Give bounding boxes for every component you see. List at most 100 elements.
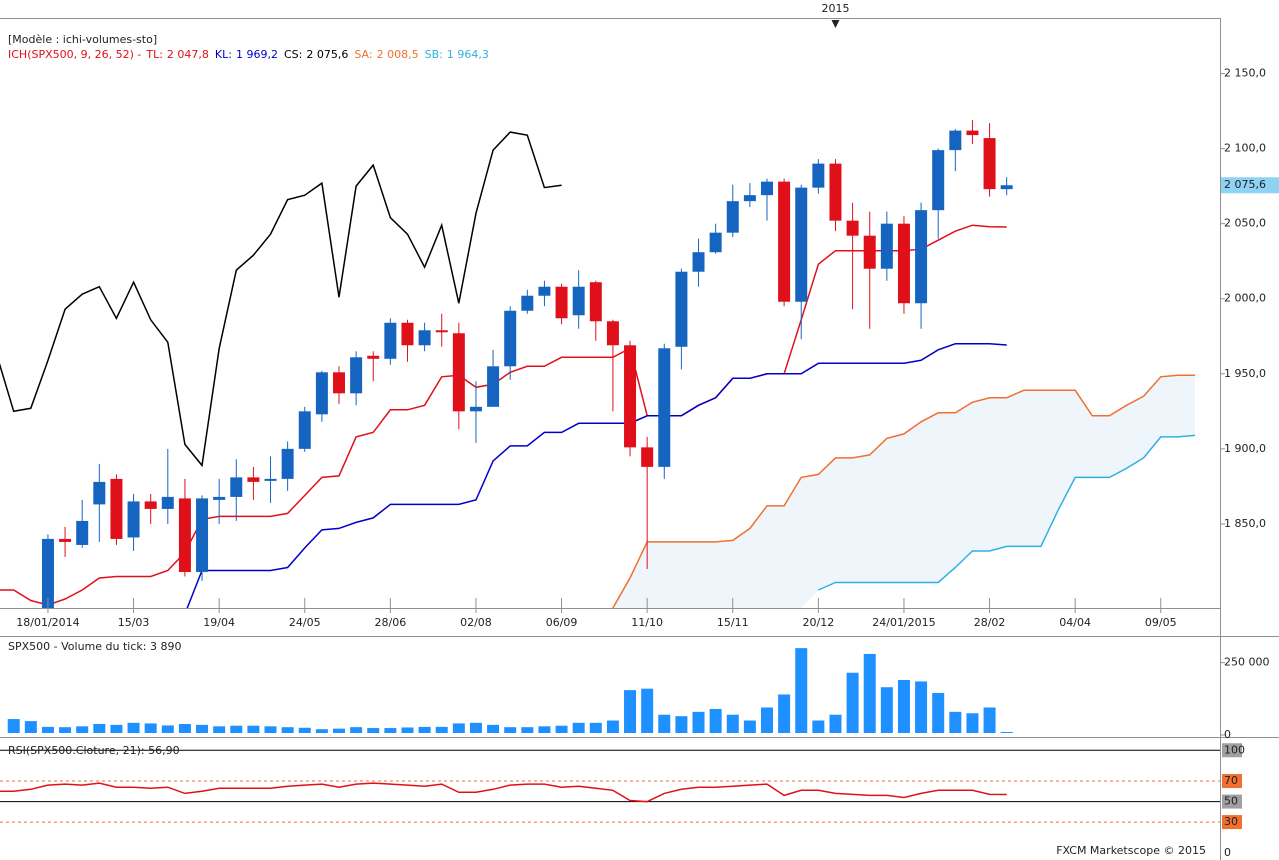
candle-body xyxy=(846,220,859,236)
candle-body xyxy=(778,181,791,302)
candle-body xyxy=(606,321,619,346)
candle-body xyxy=(333,372,345,394)
volume-bar xyxy=(144,723,157,733)
volume-bar xyxy=(401,727,414,733)
y-tick-label: 1 950,0 xyxy=(1224,367,1266,380)
candle-body xyxy=(915,210,928,304)
legend-value: 1 964,3 xyxy=(447,48,489,61)
candle-body xyxy=(555,286,568,319)
candle-body xyxy=(487,366,500,407)
y-tick-label: 1 900,0 xyxy=(1224,442,1266,455)
candle-body xyxy=(538,286,551,296)
candle-body xyxy=(93,481,106,505)
candle-body xyxy=(761,181,773,196)
volume-bar xyxy=(469,722,482,733)
candle-body xyxy=(589,282,602,322)
volume-bar xyxy=(966,713,979,733)
volume-bar xyxy=(452,723,465,733)
legend-title: ICH(SPX500, 9, 26, 52) - xyxy=(8,48,141,61)
cloud-layer xyxy=(612,375,1195,608)
candle-body xyxy=(144,501,157,509)
candle-body xyxy=(298,411,311,449)
candle-body xyxy=(76,520,89,545)
footer: FXCM Marketscope © 2015 xyxy=(1056,844,1206,857)
candle-body xyxy=(435,330,448,333)
legend-name: SB: xyxy=(425,48,443,61)
volume-bar xyxy=(298,727,311,733)
candle-body xyxy=(897,223,910,304)
x-tick-label: 24/01/2015 xyxy=(872,616,935,629)
volume-bar xyxy=(555,725,568,733)
volume-bar xyxy=(367,728,380,733)
level-box xyxy=(1222,815,1242,830)
volume-bar xyxy=(264,726,277,733)
candle-body xyxy=(350,357,363,394)
candle-body xyxy=(230,477,243,497)
volume-layer xyxy=(7,648,1013,733)
x-tick-label: 15/03 xyxy=(118,616,150,629)
candle-body xyxy=(572,286,585,316)
volume-title: SPX500 - Volume du tick: 3 890 xyxy=(8,640,181,653)
volume-bar xyxy=(726,714,739,733)
x-tick-label: 24/05 xyxy=(289,616,321,629)
volume-bar xyxy=(932,693,945,733)
candle-body xyxy=(418,330,431,346)
volume-bar xyxy=(41,726,54,733)
candle-body xyxy=(384,322,397,359)
volume-bar xyxy=(76,726,89,733)
x-tick-label: 18/01/2014 xyxy=(16,616,79,629)
x-tick-label: 11/10 xyxy=(631,616,663,629)
candle-body xyxy=(829,163,842,221)
indicator-line xyxy=(186,343,1007,608)
candle-body xyxy=(880,223,893,269)
volume-bar xyxy=(504,727,517,733)
indicator-line xyxy=(818,434,1196,591)
volume-bar xyxy=(641,688,654,733)
volume-bar xyxy=(846,672,859,733)
last-price-label: 2 075,6 xyxy=(1224,178,1266,191)
candle-body xyxy=(966,130,979,136)
volume-bar xyxy=(709,708,722,733)
volume-bar xyxy=(93,723,106,733)
legend-name: CS: xyxy=(284,48,302,61)
candle-body xyxy=(863,235,876,269)
volume-bar xyxy=(572,722,585,733)
volume-bar xyxy=(863,653,876,733)
volume-bar xyxy=(778,694,791,733)
volume-bar xyxy=(247,725,260,733)
volume-bar xyxy=(230,725,243,733)
volume-bar xyxy=(624,690,637,733)
candle-body xyxy=(59,538,72,542)
y-tick-label: 2 000,0 xyxy=(1224,292,1266,305)
x-tick-label: 28/06 xyxy=(375,616,407,629)
candle-body xyxy=(161,496,174,509)
x-tick-label: 04/04 xyxy=(1059,616,1091,629)
candle-body xyxy=(624,345,637,448)
volume-bar xyxy=(743,720,756,733)
rsi-layer xyxy=(0,749,1220,823)
volume-bar xyxy=(949,711,962,733)
volume-bar xyxy=(538,726,551,733)
last-price-box xyxy=(1221,177,1279,194)
y-tick-label: 100 xyxy=(1224,743,1245,756)
volume-bar xyxy=(7,719,20,733)
legend-value: 2 075,6 xyxy=(306,48,348,61)
candle-body xyxy=(521,295,534,311)
candle-body xyxy=(127,501,140,538)
legend-value: 2 008,5 xyxy=(377,48,419,61)
volume-bar xyxy=(315,729,328,733)
candle-body xyxy=(213,496,226,500)
level-box xyxy=(1222,774,1242,789)
volume-bar xyxy=(435,726,448,733)
rsi-line xyxy=(0,782,1007,803)
candle-body xyxy=(932,150,945,211)
volume-bar xyxy=(384,728,397,733)
candle-body xyxy=(504,310,517,367)
candle-body xyxy=(315,372,328,415)
indicator-line xyxy=(0,224,1007,606)
candle-body xyxy=(264,478,277,481)
legend-value: 2 047,8 xyxy=(167,48,209,61)
candle-body xyxy=(1000,185,1013,190)
legend-value: 1 969,2 xyxy=(236,48,278,61)
